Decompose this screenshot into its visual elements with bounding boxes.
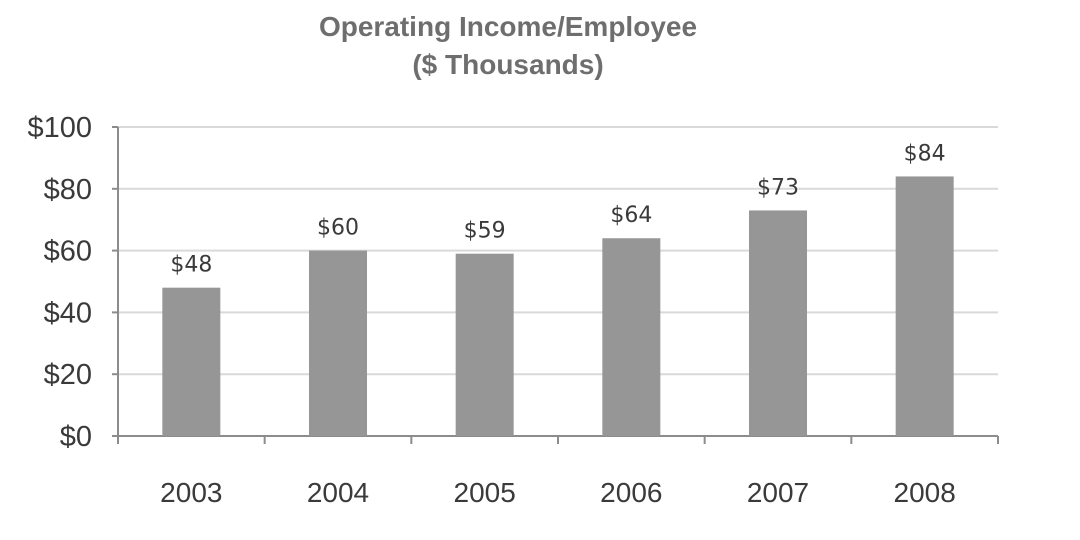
- y-tick-label: $40: [44, 297, 92, 329]
- bar-2008: [895, 176, 954, 436]
- x-tick-label: 2004: [307, 477, 369, 508]
- x-tick-label: 2003: [160, 477, 222, 508]
- y-tick-label: $20: [44, 359, 92, 391]
- data-label: $48: [170, 253, 212, 278]
- y-tick-label: $80: [44, 174, 92, 206]
- data-label: $60: [317, 216, 359, 241]
- bar-2007: [749, 210, 807, 436]
- bar-2003: [162, 287, 221, 436]
- y-tick-label: $100: [27, 112, 92, 144]
- data-label: $73: [757, 175, 799, 200]
- x-tick-label: 2006: [600, 477, 662, 508]
- y-tick-label: $60: [44, 236, 92, 268]
- bar-2005: [455, 253, 514, 436]
- x-tick-label: 2005: [454, 477, 516, 508]
- data-label: $84: [904, 141, 946, 166]
- bar-2006: [602, 238, 661, 436]
- chart-subtitle: ($ Thousands): [412, 49, 604, 80]
- data-label: $59: [464, 219, 506, 244]
- chart-title-block: Operating Income/Employee ($ Thousands): [0, 8, 1016, 84]
- bar-2004: [309, 250, 367, 436]
- y-tick-label: $0: [60, 421, 92, 453]
- data-label: $64: [610, 203, 652, 228]
- chart-title: Operating Income/Employee: [318, 11, 698, 42]
- x-tick-label: 2008: [894, 477, 956, 508]
- x-tick-label: 2007: [747, 477, 809, 508]
